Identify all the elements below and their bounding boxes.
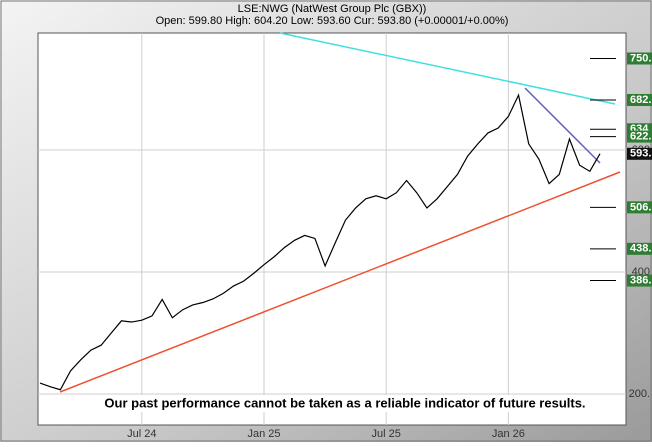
x-tick-label: Jan 25	[247, 428, 280, 440]
level-label: 750.	[630, 52, 651, 64]
plot-area	[37, 32, 627, 426]
chart-subtitle: Open: 599.80 High: 604.20 Low: 593.60 Cu…	[156, 15, 509, 27]
y-tick-label: 200.	[629, 388, 650, 400]
trend-line-down	[524, 87, 601, 164]
trend-line-upper	[279, 32, 616, 105]
level-box	[627, 93, 652, 106]
current-label: 593.	[630, 148, 651, 160]
level-label: 506.	[630, 201, 651, 213]
x-tick-label: Jan 26	[492, 428, 525, 440]
chart-title: LSE:NWG (NatWest Group Plc (GBX))	[238, 3, 427, 15]
level-box	[627, 242, 652, 255]
level-label: 438.	[630, 243, 651, 255]
level-box	[627, 52, 652, 65]
trend-line-lower	[59, 171, 621, 393]
disclaimer-box	[100, 395, 590, 412]
level-label: 622.	[630, 130, 651, 142]
level-box	[627, 130, 652, 143]
disclaimer: Our past performance cannot be taken as …	[104, 395, 585, 410]
current-box	[627, 147, 652, 160]
x-tick-label: Jul 25	[372, 428, 401, 440]
level-label: 386.	[630, 274, 651, 286]
level-box	[627, 201, 652, 214]
price-line	[39, 93, 601, 391]
level-box	[627, 274, 652, 287]
x-tick-label: Jul 24	[127, 428, 156, 440]
level-label: 682.	[630, 94, 651, 106]
